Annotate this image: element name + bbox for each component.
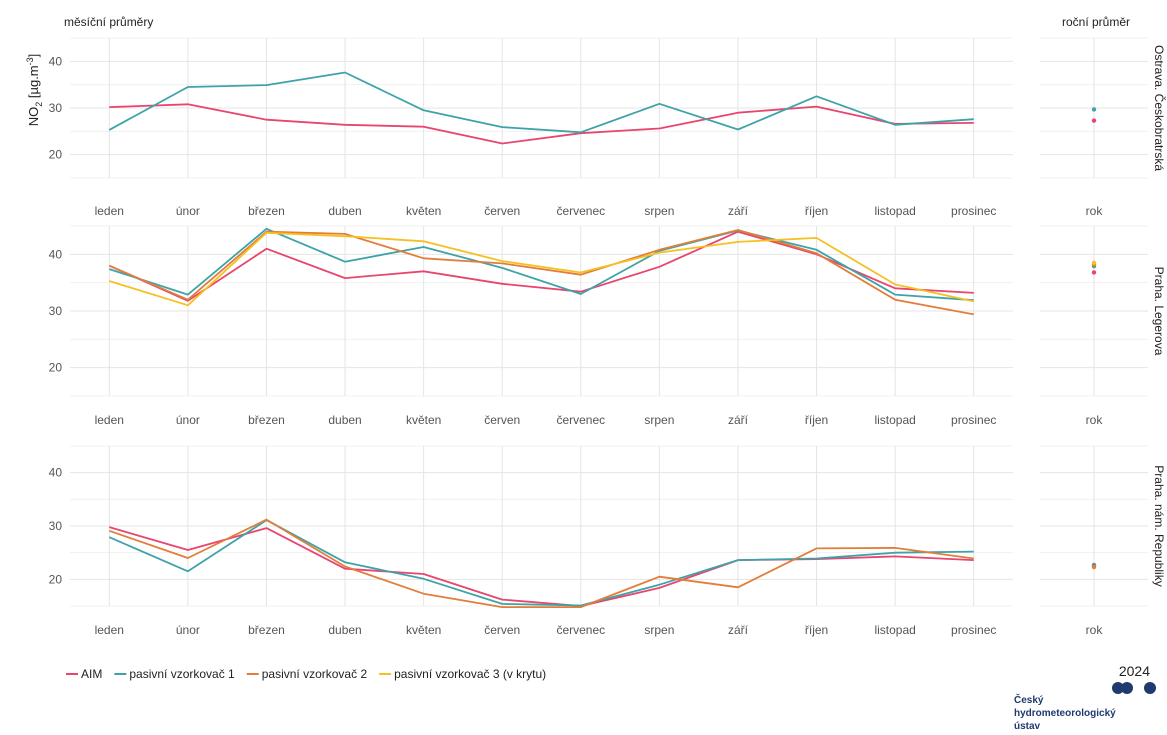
series-line bbox=[108, 71, 974, 134]
x-tick-label: leden bbox=[95, 413, 124, 427]
year-label: 2024 bbox=[1119, 663, 1150, 679]
y-tick-label: 40 bbox=[49, 247, 63, 261]
x-tick-label: září bbox=[728, 413, 749, 427]
series-line bbox=[108, 519, 974, 607]
panel-strip-label: Praha. nám. Republiky bbox=[1152, 465, 1166, 586]
x-tick-label: únor bbox=[176, 204, 200, 218]
series-line bbox=[109, 227, 974, 302]
x-tick-label: listopad bbox=[874, 623, 915, 637]
x-tick-label: říjen bbox=[805, 413, 828, 427]
x-tick-label: březen bbox=[248, 204, 285, 218]
panel-strip-label: Praha. Legerova bbox=[1152, 267, 1166, 356]
legend-item: AIM bbox=[66, 667, 102, 681]
x-tick-label: květen bbox=[406, 204, 441, 218]
x-tick-label: září bbox=[728, 204, 749, 218]
series-line bbox=[109, 526, 974, 607]
x-tick-label: duben bbox=[328, 623, 361, 637]
x-tick-label: únor bbox=[176, 413, 200, 427]
x-tick-label: listopad bbox=[874, 413, 915, 427]
x-tick-label: červen bbox=[484, 204, 520, 218]
logo-line-3: ústav bbox=[1014, 721, 1041, 732]
x-tick-label: listopad bbox=[874, 204, 915, 218]
panel-strip-label: Ostrava. Českobratrská bbox=[1152, 45, 1167, 171]
x-tick-label: prosinec bbox=[951, 623, 996, 637]
x-tick-label: září bbox=[728, 623, 749, 637]
legend-item: pasivní vzorkovač 1 bbox=[114, 667, 235, 681]
logo-mark-dot-2 bbox=[1121, 682, 1133, 694]
series-line bbox=[108, 229, 974, 316]
legend-label: AIM bbox=[81, 667, 102, 681]
x-tick-label: duben bbox=[328, 413, 361, 427]
x-tick-label-annual: rok bbox=[1086, 413, 1104, 427]
logo-line-1: Český bbox=[1014, 693, 1044, 706]
y-tick-label: 20 bbox=[49, 572, 63, 586]
grid bbox=[70, 445, 1148, 607]
x-tick-label: srpen bbox=[644, 204, 674, 218]
logo: Český hydrometeorologický ústav bbox=[1014, 682, 1156, 732]
x-tick-label: říjen bbox=[805, 623, 828, 637]
x-tick-label: leden bbox=[95, 204, 124, 218]
panel-2: 20 30 40 leden únor březen duben květen červen če… bbox=[49, 225, 1166, 427]
legend-label: pasivní vzorkovač 3 (v krytu) bbox=[394, 667, 546, 681]
grid bbox=[70, 225, 1148, 397]
x-tick-label: březen bbox=[248, 623, 285, 637]
series-line bbox=[109, 231, 974, 307]
x-tick-label-annual: rok bbox=[1086, 623, 1104, 637]
series-line bbox=[109, 518, 974, 608]
x-tick-label-annual: rok bbox=[1086, 204, 1104, 218]
legend-item: pasivní vzorkovač 2 bbox=[246, 667, 368, 681]
x-tick-label: červen bbox=[484, 623, 520, 637]
annual-point bbox=[1091, 260, 1097, 266]
legend: AIM pasivní vzorkovač 1 pasivní vzorkovač … bbox=[66, 667, 546, 681]
annual-point bbox=[1091, 107, 1097, 112]
x-tick-label: prosinec bbox=[951, 413, 996, 427]
x-tick-label: květen bbox=[406, 623, 441, 637]
x-tick-label: květen bbox=[406, 413, 441, 427]
legend-label: pasivní vzorkovač 2 bbox=[262, 667, 368, 681]
x-tick-label: srpen bbox=[644, 413, 674, 427]
legend-label: pasivní vzorkovač 1 bbox=[129, 667, 235, 681]
x-tick-label: prosinec bbox=[951, 204, 996, 218]
logo-line-2: hydrometeorologický bbox=[1014, 708, 1116, 719]
panel-1: 20 30 40 leden únor březen duben květen červen če… bbox=[49, 37, 1167, 218]
legend-item: pasivní vzorkovač 3 (v krytu) bbox=[379, 667, 546, 681]
header-annual-label: roční průměr bbox=[1062, 15, 1130, 29]
y-axis-label: NO2 [µg.m-3] bbox=[25, 54, 44, 127]
panel-3: 20 30 40 leden únor březen duben květen červen če… bbox=[49, 445, 1166, 637]
grid bbox=[70, 37, 1148, 179]
y-tick-label: 30 bbox=[49, 101, 63, 115]
x-tick-label: říjen bbox=[805, 204, 828, 218]
y-tick-label: 40 bbox=[49, 54, 63, 68]
x-tick-label: červenec bbox=[556, 623, 605, 637]
annual-point bbox=[1091, 118, 1097, 123]
annual-point bbox=[1091, 270, 1097, 275]
y-tick-label: 20 bbox=[49, 148, 63, 162]
x-tick-label: leden bbox=[95, 623, 124, 637]
x-tick-label: březen bbox=[248, 413, 285, 427]
series-line bbox=[109, 103, 974, 145]
x-tick-label: červen bbox=[484, 413, 520, 427]
y-tick-label: 30 bbox=[49, 304, 63, 318]
x-tick-label: červenec bbox=[556, 204, 605, 218]
header-monthly-label: měsíční průměry bbox=[64, 15, 153, 29]
logo-mark-dot-1 bbox=[1112, 682, 1124, 694]
y-tick-label: 20 bbox=[49, 361, 63, 375]
logo-mark-dot-3 bbox=[1144, 682, 1156, 694]
y-tick-label: 30 bbox=[49, 519, 63, 533]
x-tick-label: únor bbox=[176, 623, 200, 637]
annual-point bbox=[1091, 564, 1097, 570]
x-tick-label: červenec bbox=[556, 413, 605, 427]
y-tick-label: 40 bbox=[49, 466, 63, 480]
x-tick-label: srpen bbox=[644, 623, 674, 637]
plot-panels: 20 30 40 leden únor březen duben květen červen če… bbox=[49, 37, 1167, 637]
x-tick-label: duben bbox=[328, 204, 361, 218]
